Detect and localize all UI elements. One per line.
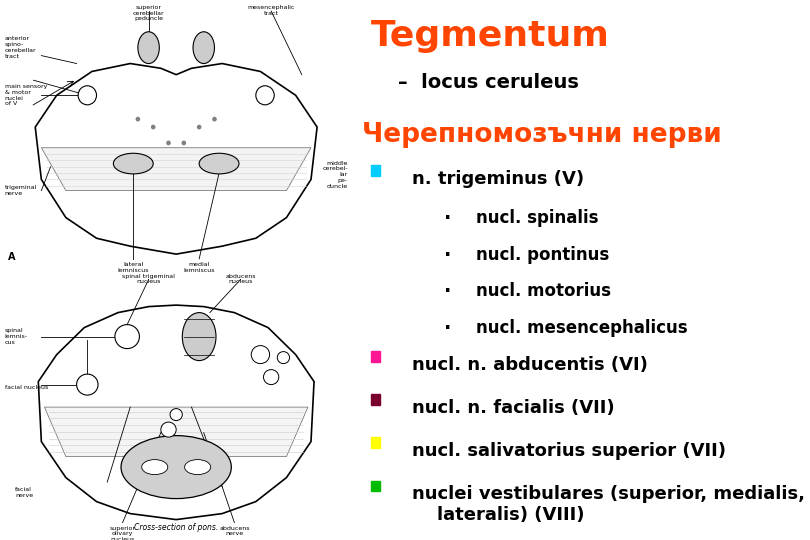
Text: superior
cerebellar
peduncle: superior cerebellar peduncle — [133, 5, 164, 22]
Polygon shape — [35, 64, 318, 254]
Text: nucl. spinalis: nucl. spinalis — [476, 209, 599, 227]
Circle shape — [256, 86, 275, 105]
Ellipse shape — [138, 32, 160, 64]
Circle shape — [197, 125, 202, 130]
Bar — [371, 481, 380, 491]
Circle shape — [212, 117, 217, 122]
Polygon shape — [38, 305, 314, 519]
Circle shape — [77, 374, 98, 395]
Text: ·: · — [444, 319, 451, 338]
Text: main sensory
& motor
nuclei
of V: main sensory & motor nuclei of V — [5, 84, 47, 106]
Circle shape — [170, 409, 182, 421]
Text: spinal trigeminal
nucleus: spinal trigeminal nucleus — [122, 274, 175, 285]
Ellipse shape — [121, 436, 232, 498]
Bar — [371, 394, 380, 405]
Polygon shape — [45, 407, 308, 457]
Ellipse shape — [193, 32, 215, 64]
Text: mesencephalic
tract: mesencephalic tract — [248, 5, 295, 16]
Text: medial
lemniscus: medial lemniscus — [183, 262, 215, 273]
Circle shape — [78, 86, 96, 105]
Text: nucl. n. facialis (VII): nucl. n. facialis (VII) — [411, 399, 615, 417]
Ellipse shape — [113, 153, 153, 174]
Text: n. trigeminus (V): n. trigeminus (V) — [411, 170, 584, 188]
Circle shape — [115, 325, 139, 349]
Circle shape — [151, 125, 156, 130]
Text: nuclei vestibulares (superior, medialis,
    lateralis) (VIII): nuclei vestibulares (superior, medialis,… — [411, 485, 805, 524]
Text: nucl. mesencephalicus: nucl. mesencephalicus — [476, 319, 688, 337]
Text: ·: · — [444, 246, 451, 265]
Text: middle
cerebel-
lar
pe-
duncle: middle cerebel- lar pe- duncle — [322, 160, 347, 189]
Text: nucl. pontinus: nucl. pontinus — [476, 246, 609, 264]
Text: Cross-section of pons.: Cross-section of pons. — [134, 523, 219, 531]
Text: ·: · — [444, 282, 451, 301]
Bar — [371, 165, 380, 176]
Ellipse shape — [182, 313, 216, 361]
Circle shape — [135, 117, 140, 122]
Text: Черепномозъчни нерви: Черепномозъчни нерви — [361, 122, 721, 147]
Text: superior
olivary
nucleus: superior olivary nucleus — [109, 525, 135, 540]
Circle shape — [277, 352, 289, 363]
Ellipse shape — [185, 460, 211, 475]
Text: nucl. salivatorius superior (VII): nucl. salivatorius superior (VII) — [411, 442, 726, 460]
Text: trigeminal
nerve: trigeminal nerve — [5, 185, 36, 196]
Circle shape — [251, 346, 270, 363]
Text: anterior
spino-
cerebellar
tract: anterior spino- cerebellar tract — [5, 36, 36, 59]
Ellipse shape — [199, 153, 239, 174]
Circle shape — [161, 422, 177, 437]
Polygon shape — [41, 148, 311, 191]
Text: abducens
nerve: abducens nerve — [220, 525, 249, 536]
Text: ·: · — [444, 209, 451, 228]
Text: facial
nerve: facial nerve — [15, 487, 33, 498]
Text: lateral
lemniscus: lateral lemniscus — [117, 262, 149, 273]
Text: Tegmentum: Tegmentum — [371, 19, 610, 53]
Text: abducens
nucleus: abducens nucleus — [225, 274, 256, 285]
Text: facial nucleus: facial nucleus — [5, 385, 48, 390]
Text: nucl. motorius: nucl. motorius — [476, 282, 611, 300]
Circle shape — [166, 140, 171, 145]
Text: spinal
lemnis-
cus: spinal lemnis- cus — [5, 328, 28, 345]
Text: A: A — [7, 252, 15, 262]
Circle shape — [263, 369, 279, 384]
Circle shape — [181, 140, 186, 145]
Text: nucl. n. abducentis (VI): nucl. n. abducentis (VI) — [411, 356, 648, 374]
Bar — [371, 437, 380, 448]
Text: –  locus ceruleus: – locus ceruleus — [399, 73, 579, 92]
Ellipse shape — [142, 460, 168, 475]
Bar — [371, 351, 380, 362]
